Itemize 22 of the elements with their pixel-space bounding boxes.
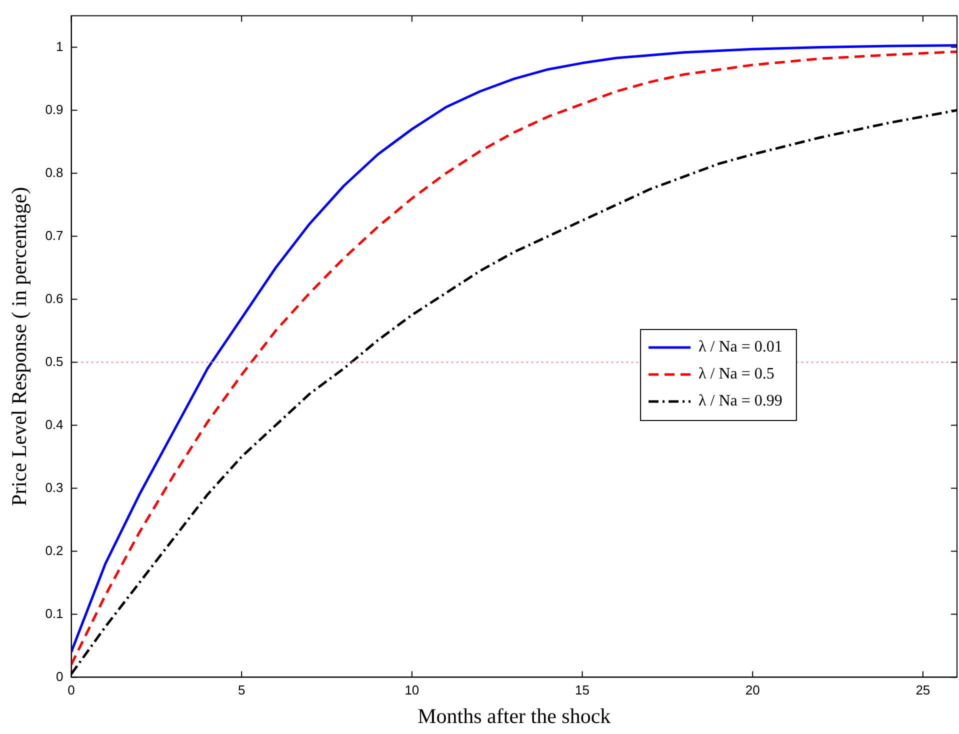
x-tick-label: 15 [575, 682, 590, 698]
legend-label: λ / Na = 0.5 [698, 366, 774, 383]
y-tick-label: 0.8 [45, 164, 64, 180]
y-tick-label: 0.4 [45, 416, 64, 432]
y-tick-label: 0.5 [45, 354, 64, 369]
x-axis-title: Months after the shock [418, 704, 612, 728]
x-tick-label: 25 [916, 682, 930, 698]
legend-label: λ / Na = 0.99 [698, 392, 782, 410]
x-tick-label: 20 [745, 682, 760, 698]
x-tick-label: 5 [238, 682, 246, 698]
y-tick-label: 0 [56, 668, 64, 684]
y-tick-label: 0.2 [45, 542, 64, 558]
x-tick-label: 0 [68, 682, 75, 698]
y-tick-label: 0.9 [45, 102, 64, 117]
y-tick-label: 0.7 [45, 228, 64, 243]
y-axis-title: Price Level Response ( in percentage) [7, 187, 32, 506]
legend-label: λ / Na = 0.01 [698, 338, 782, 356]
y-tick-label: 1 [56, 38, 64, 54]
y-tick-label: 0.3 [45, 480, 64, 495]
x-tick-label: 10 [404, 682, 420, 698]
y-tick-label: 0.1 [45, 606, 64, 621]
y-tick-label: 0.6 [45, 290, 64, 306]
